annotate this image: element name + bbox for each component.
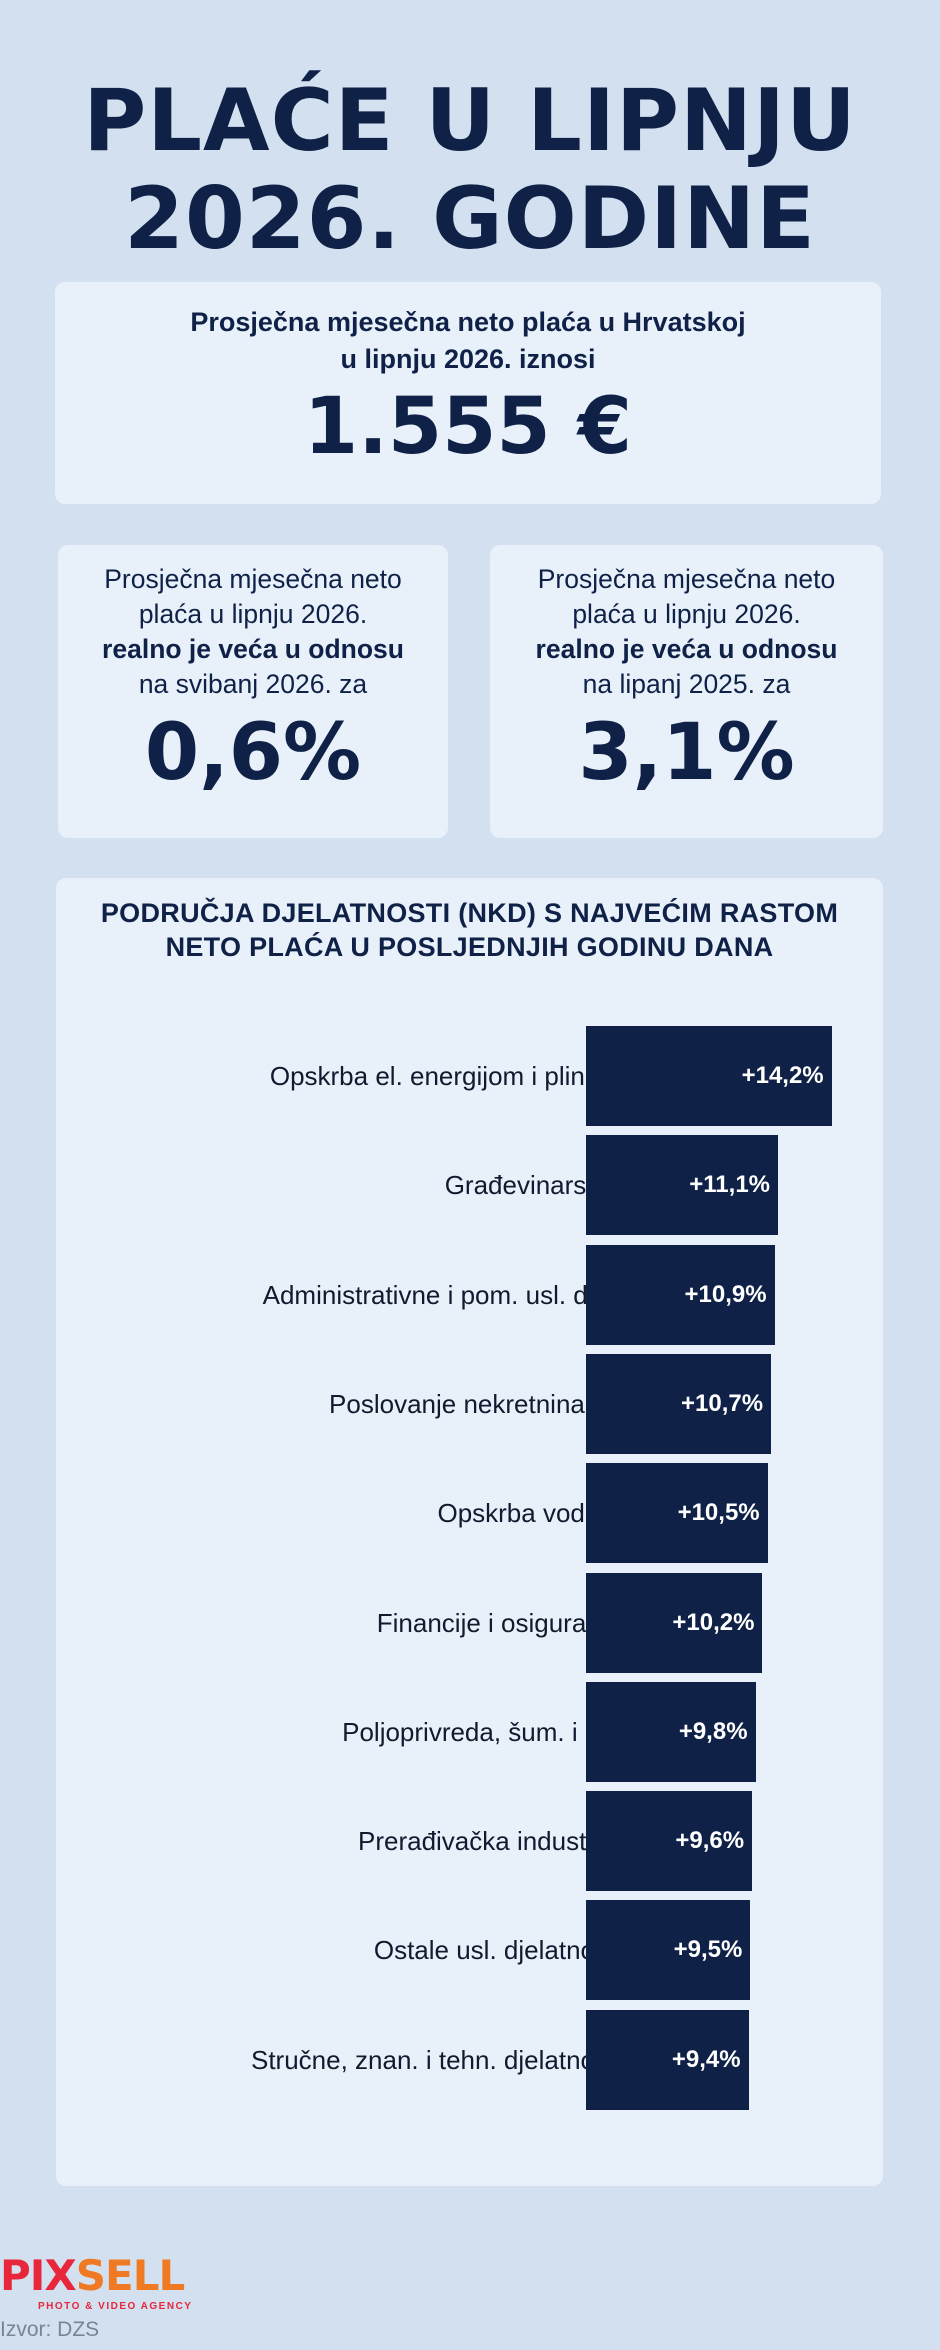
- average-salary-label-line-1: Prosječna mjesečna neto plaća u Hrvatsko…: [190, 307, 746, 337]
- logo-part-1: PIX: [0, 2251, 77, 2300]
- average-salary-label: Prosječna mjesečna neto plaća u Hrvatsko…: [55, 304, 881, 378]
- pixsell-logo: PIXSELL: [0, 2251, 185, 2300]
- bar-chart: Opskrba el. energijom i plinom +14,2% Građ…: [56, 878, 883, 2186]
- category-label: Poslovanje nekretninama: [329, 1388, 621, 1419]
- bar-value-label: +10,9%: [684, 1280, 767, 1308]
- category-label: Ostale usl. djelatnosti: [373, 1935, 621, 1966]
- bar: +9,8%: [586, 1681, 756, 1782]
- title-line-1: PLAĆE U LIPNJU: [83, 71, 857, 171]
- monthly-change-label-line-3: realno je veća u odnosu: [102, 634, 404, 664]
- category-label: Administrativne i pom. usl. djel.: [262, 1279, 621, 1310]
- category-label: Stručne, znan. i tehn. djelatnosti: [250, 2044, 621, 2075]
- average-salary-value: 1.555 €: [303, 382, 633, 472]
- yearly-change-label-line-2: plaća u lipnju 2026.: [572, 599, 801, 629]
- bar-value-label: +10,7%: [681, 1389, 764, 1417]
- category-label: Prerađivačka industrija: [357, 1826, 621, 1857]
- title-line-2: 2026. GODINE: [124, 169, 816, 269]
- bar: +9,5%: [586, 1900, 751, 2001]
- category-label: Financije i osiguranje: [376, 1607, 621, 1638]
- bar: +14,2%: [586, 1026, 832, 1126]
- bar-value-label: +9,4%: [671, 2045, 741, 2073]
- bar: +10,5%: [586, 1463, 768, 1564]
- logo-tagline: PHOTO & VIDEO AGENCY: [38, 2301, 193, 2312]
- yearly-change-label: Prosječna mjesečna neto plaća u lipnju 2…: [490, 562, 883, 702]
- bar: +11,1%: [586, 1135, 779, 1236]
- yearly-change-label-line-3: realno je veća u odnosu: [535, 634, 838, 664]
- logo-part-2: SELL: [75, 2251, 185, 2300]
- bar-value-label: +9,6%: [675, 1827, 745, 1855]
- monthly-change-label-line-2: plaća u lipnju 2026.: [138, 599, 368, 629]
- bar-value-label: +9,5%: [673, 1936, 743, 1964]
- bar: +10,2%: [586, 1572, 763, 1673]
- chart-title-line-1: PODRUČJA DJELATNOSTI (NKD) S NAJVEĆIM RA…: [100, 898, 839, 928]
- page-title: PLAĆE U LIPNJU 2026. GODINE: [0, 72, 940, 268]
- monthly-change-value: 0,6%: [144, 708, 362, 798]
- bar: +9,4%: [586, 2009, 749, 2110]
- monthly-change-card: Prosječna mjesečna neto plaća u lipnju 2…: [58, 545, 448, 838]
- bar-value-label: +14,2%: [741, 1062, 824, 1089]
- category-label: Opskrba el. energijom i plinom: [269, 1061, 621, 1091]
- chart-title-line-2: NETO PLAĆA U POSLJEDNJIH GODINU DANA: [165, 932, 774, 962]
- average-salary-label-line-2: u lipnju 2026. iznosi: [340, 344, 596, 374]
- monthly-change-label-line-1: Prosječna mjesečna neto: [104, 564, 402, 594]
- growth-chart-card: PODRUČJA DJELATNOSTI (NKD) S NAJVEĆIM RA…: [56, 878, 883, 2186]
- average-salary-card: Prosječna mjesečna neto plaća u Hrvatsko…: [55, 282, 881, 504]
- bar-value-label: +9,8%: [678, 1717, 748, 1745]
- yearly-change-card: Prosječna mjesečna neto plaća u lipnju 2…: [490, 545, 883, 838]
- bar: +10,9%: [586, 1244, 775, 1345]
- monthly-change-label: Prosječna mjesečna neto plaća u lipnju 2…: [58, 562, 448, 702]
- yearly-change-label-line-1: Prosječna mjesečna neto: [537, 564, 836, 594]
- yearly-change-label-line-4: na lipanj 2025. za: [582, 669, 791, 699]
- monthly-change-label-line-4: na svibanj 2026. za: [138, 669, 368, 699]
- yearly-change-value: 3,1%: [578, 708, 795, 798]
- bar-value-label: +11,1%: [689, 1171, 771, 1199]
- bar: +10,7%: [586, 1353, 772, 1454]
- category-label: Poljoprivreda, šum. i rib.: [342, 1716, 621, 1747]
- bar: +9,6%: [586, 1791, 753, 1892]
- source-note: Izvor: DZS: [0, 2318, 100, 2341]
- chart-title: PODRUČJA DJELATNOSTI (NKD) S NAJVEĆIM RA…: [56, 896, 883, 964]
- bar-value-label: +10,5%: [677, 1499, 760, 1527]
- bar-value-label: +10,2%: [672, 1608, 755, 1636]
